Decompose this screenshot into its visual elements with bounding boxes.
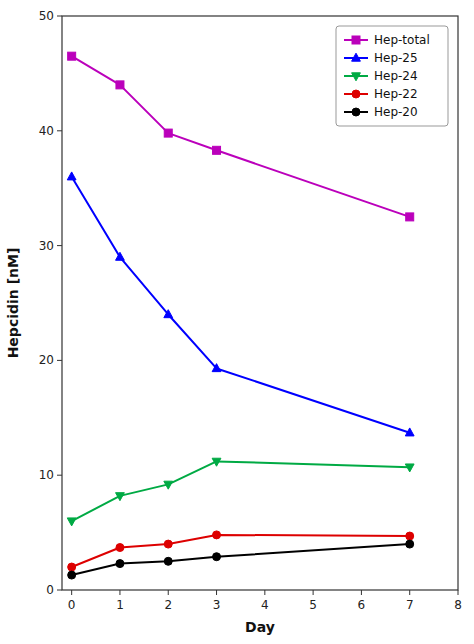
chart: 0 1 2 3 4 5 6 7 8 0 10 20 30 40 50 Day Hepcidin [nM] Hep-… xyxy=(0,0,474,644)
data-point xyxy=(68,571,76,579)
plot-frame xyxy=(62,16,458,590)
data-point xyxy=(68,52,76,60)
data-point xyxy=(164,540,172,548)
data-point xyxy=(116,560,124,568)
data-point xyxy=(164,557,172,565)
data-point xyxy=(212,364,221,372)
legend: Hep-total Hep-25 Hep-24 Hep-22 Hep-20 xyxy=(336,26,448,126)
legend-label: Hep-24 xyxy=(374,69,418,83)
legend-label: Hep-22 xyxy=(374,87,418,101)
data-point xyxy=(406,540,414,548)
x-tick xyxy=(216,590,217,595)
x-tick xyxy=(168,590,169,595)
data-point xyxy=(213,146,221,154)
data-point xyxy=(116,544,124,552)
y-tick-label: 50 xyxy=(39,9,54,23)
y-tick-label: 0 xyxy=(46,583,54,597)
x-tick-label: 7 xyxy=(406,598,414,612)
y-tick xyxy=(57,475,62,476)
x-tick-label: 5 xyxy=(309,598,317,612)
y-tick xyxy=(57,130,62,131)
data-point xyxy=(405,464,414,472)
x-tick-label: 4 xyxy=(261,598,269,612)
y-tick-label: 20 xyxy=(39,353,54,367)
y-tick xyxy=(57,590,62,591)
x-tick xyxy=(409,590,410,595)
y-tick xyxy=(57,16,62,17)
x-tick-label: 6 xyxy=(358,598,366,612)
series-line xyxy=(72,461,410,521)
x-axis-label: Day xyxy=(245,619,275,635)
data-point xyxy=(67,172,76,180)
series-line xyxy=(72,177,410,433)
x-tick-label: 8 xyxy=(454,598,462,612)
legend-label: Hep-25 xyxy=(374,51,418,65)
legend-marker xyxy=(352,108,360,116)
data-point xyxy=(116,81,124,89)
data-point xyxy=(406,532,414,540)
data-point xyxy=(68,563,76,571)
legend-marker xyxy=(352,53,361,61)
x-tick-label: 1 xyxy=(116,598,124,612)
legend-box xyxy=(336,26,448,126)
x-tick xyxy=(313,590,314,595)
x-tick xyxy=(458,590,459,595)
legend-label: Hep-20 xyxy=(374,105,418,119)
x-tick xyxy=(361,590,362,595)
x-tick-label: 2 xyxy=(164,598,172,612)
data-point xyxy=(406,213,414,221)
legend-marker xyxy=(352,73,361,81)
legend-marker xyxy=(352,90,360,98)
series-line xyxy=(72,535,410,567)
plot-area xyxy=(67,52,414,579)
data-point xyxy=(164,310,173,318)
y-tick-label: 10 xyxy=(39,468,54,482)
series-line xyxy=(72,544,410,575)
x-tick xyxy=(71,590,72,595)
y-tick-label: 40 xyxy=(39,124,54,138)
data-point xyxy=(116,252,125,260)
data-point xyxy=(212,458,221,466)
data-point xyxy=(164,129,172,137)
legend-marker xyxy=(352,36,360,44)
data-point xyxy=(213,531,221,539)
y-tick-label: 30 xyxy=(39,239,54,253)
data-point xyxy=(67,518,76,526)
data-point xyxy=(116,493,125,501)
data-point xyxy=(405,428,414,436)
legend-label: Hep-total xyxy=(374,33,430,47)
x-tick xyxy=(264,590,265,595)
y-tick xyxy=(57,360,62,361)
x-tick-label: 3 xyxy=(213,598,221,612)
x-tick-label: 0 xyxy=(68,598,76,612)
data-point xyxy=(164,481,173,489)
x-tick xyxy=(119,590,120,595)
y-axis-label: Hepcidin [nM] xyxy=(5,248,21,359)
y-tick xyxy=(57,245,62,246)
data-point xyxy=(213,553,221,561)
